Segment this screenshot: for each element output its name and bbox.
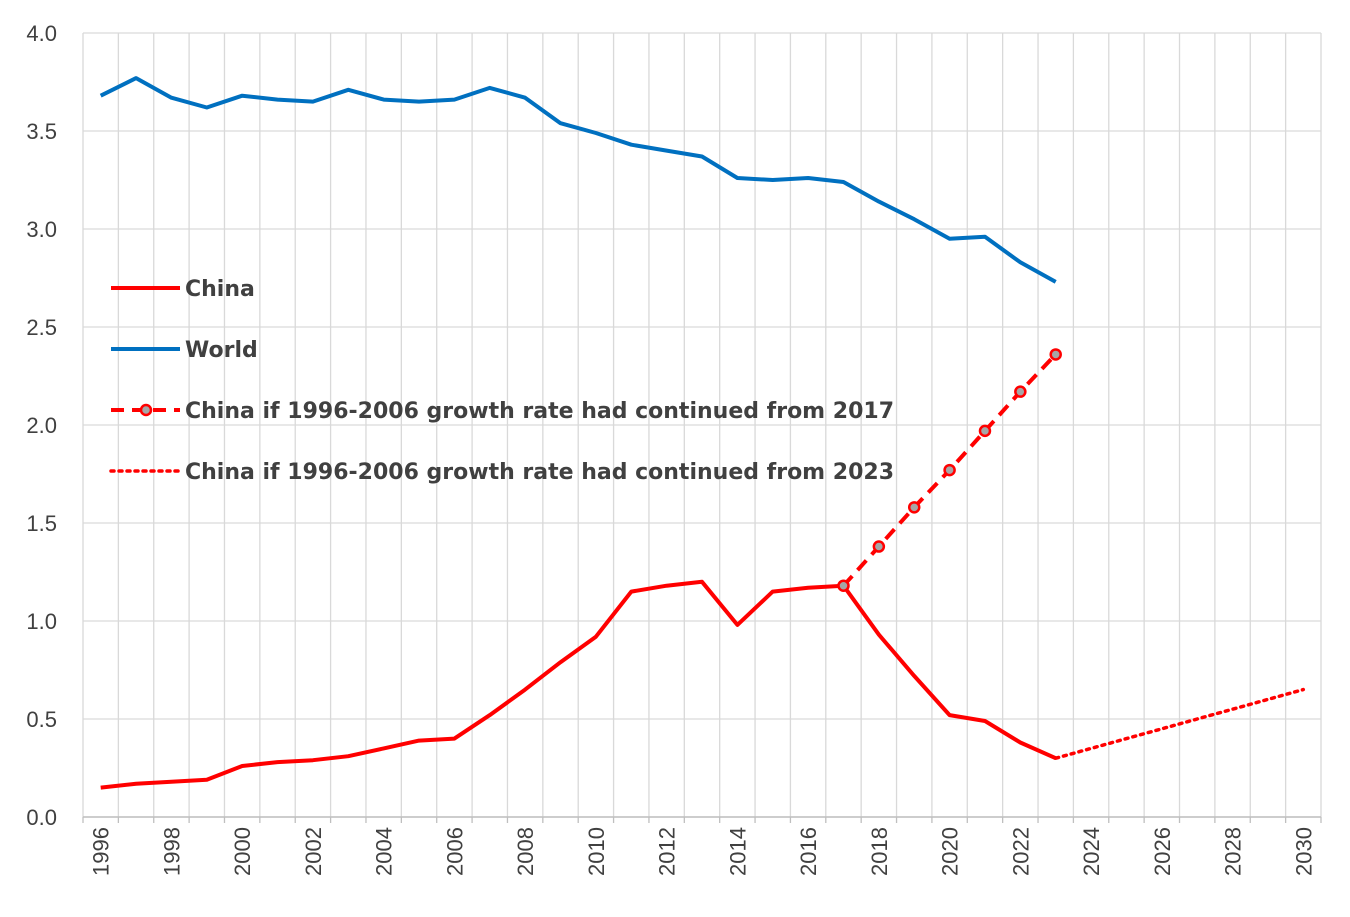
legend: China World China if 1996-2006 growth rate… xyxy=(109,277,894,485)
x-tick-label: 2018 xyxy=(867,827,892,876)
legend-label-1: World xyxy=(185,338,258,363)
data-point-marker xyxy=(943,463,956,477)
x-tick-label: 2024 xyxy=(1079,827,1104,876)
y-tick-label: 2.5 xyxy=(26,315,57,340)
x-tick-label: 2026 xyxy=(1150,827,1175,876)
x-tick-label: 2004 xyxy=(372,827,397,876)
x-tick-label: 2000 xyxy=(230,827,255,876)
y-tick-label: 3.5 xyxy=(26,119,57,144)
x-tick-label: 2002 xyxy=(301,827,326,876)
series-line-0 xyxy=(100,579,1057,790)
data-point-marker xyxy=(1014,385,1027,398)
data-point-marker xyxy=(907,501,921,514)
x-tick-label: 2012 xyxy=(655,827,680,876)
y-tick-label: 0.0 xyxy=(26,805,57,830)
x-tick-label: 2030 xyxy=(1291,827,1316,876)
series-line-3 xyxy=(1053,687,1306,760)
y-axis-ticks: 0.0 0.5 1.0 1.5 2.0 2.5 3.0 3.5 4.0 xyxy=(26,21,57,830)
series-lines xyxy=(99,76,1306,790)
data-point-marker xyxy=(1049,348,1062,361)
series-line-1 xyxy=(99,76,1057,284)
data-point-marker xyxy=(872,540,886,553)
y-tick-label: 2.0 xyxy=(26,413,57,438)
legend-label-0: China xyxy=(185,277,255,302)
y-tick-label: 3.0 xyxy=(26,217,57,242)
legend-label-3: China if 1996-2006 growth rate had conti… xyxy=(185,460,894,485)
x-tick-label: 2022 xyxy=(1008,827,1033,876)
y-tick-label: 4.0 xyxy=(26,21,57,46)
y-tick-label: 1.0 xyxy=(26,609,57,634)
x-tick-label: 2008 xyxy=(513,827,538,876)
x-tick-label: 2020 xyxy=(938,827,963,876)
x-tick-label: 2006 xyxy=(442,827,467,876)
y-tick-label: 0.5 xyxy=(26,707,57,732)
x-axis-ticks: 1996 1998 2000 2002 2004 2006 2008 2010 2012 2014… xyxy=(89,827,1317,876)
data-point-marker xyxy=(978,424,992,438)
x-tick-label: 2028 xyxy=(1221,827,1246,876)
legend-marker xyxy=(139,403,153,417)
x-tick-label: 2016 xyxy=(796,827,821,876)
gridlines xyxy=(82,32,1322,823)
y-tick-label: 1.5 xyxy=(26,511,57,536)
data-point-marker xyxy=(837,579,850,592)
x-tick-label: 2010 xyxy=(584,827,609,876)
x-tick-label: 1998 xyxy=(159,827,184,876)
x-tick-label: 1996 xyxy=(89,827,114,876)
x-tick-label: 2014 xyxy=(725,827,750,876)
legend-label-2: China if 1996-2006 growth rate had conti… xyxy=(185,399,894,424)
